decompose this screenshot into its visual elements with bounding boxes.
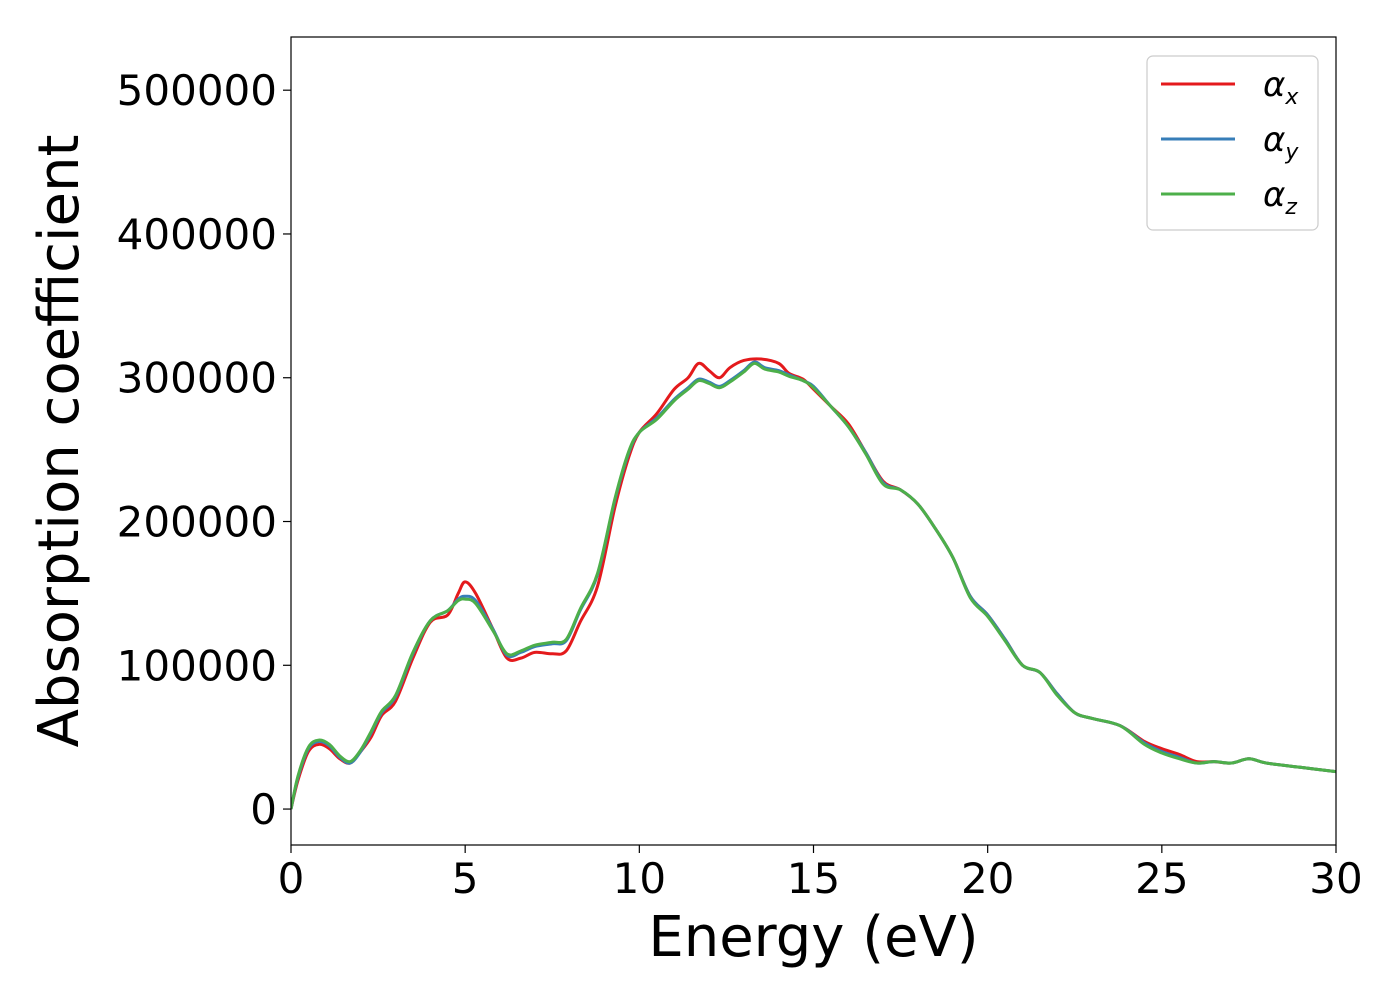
y-axis-label: Absorption coefficient xyxy=(27,135,92,748)
y-tick-label: 100000 xyxy=(117,641,277,690)
x-tick-label: 20 xyxy=(961,854,1014,903)
x-tick-label: 10 xyxy=(613,854,666,903)
x-tick-label: 0 xyxy=(278,854,305,903)
x-tick-label: 15 xyxy=(787,854,840,903)
y-tick-label: 200000 xyxy=(117,498,277,547)
x-axis-label: Energy (eV) xyxy=(648,905,978,970)
legend-box xyxy=(1146,55,1319,231)
y-tick-label: 0 xyxy=(250,785,277,834)
y-tick-label: 500000 xyxy=(117,66,277,115)
x-tick-label: 25 xyxy=(1135,854,1188,903)
x-tick-label: 5 xyxy=(452,854,479,903)
x-tick-label: 30 xyxy=(1309,854,1362,903)
series-layer xyxy=(291,357,1336,810)
y-axis-ticks: 0 100000 200000 300000 400000 500000 xyxy=(117,66,291,834)
y-tick-label: 400000 xyxy=(117,210,277,259)
y-tick-label: 300000 xyxy=(117,354,277,403)
x-axis-ticks: 0 5 10 15 20 25 30 xyxy=(278,845,1363,903)
series-line-alpha-z xyxy=(291,361,1336,810)
